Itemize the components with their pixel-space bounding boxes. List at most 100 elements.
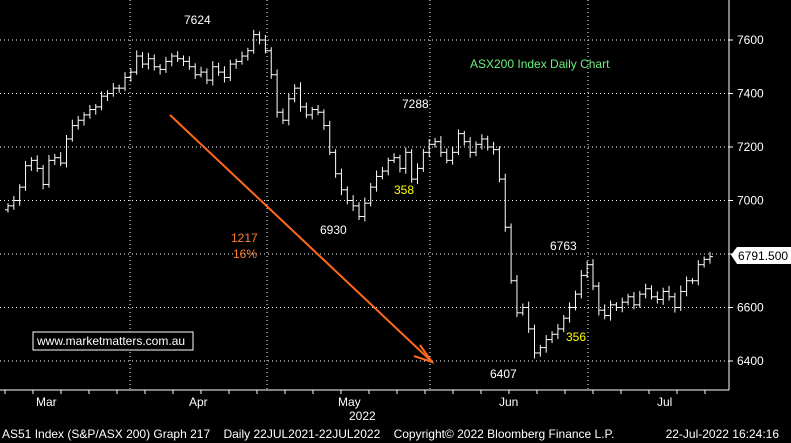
price-bar <box>5 203 11 213</box>
price-bar <box>174 51 181 62</box>
price-bar <box>467 137 474 158</box>
price-bar <box>502 173 509 232</box>
price-bar <box>455 129 462 156</box>
price-bars <box>5 29 713 359</box>
price-bar <box>601 304 608 320</box>
price-bar <box>630 291 637 310</box>
footer-security: AS51 Index (S&P/ASX 200) Graph 217 <box>2 427 211 441</box>
price-bar <box>291 84 298 103</box>
annotation-1217: 1217 <box>231 231 258 245</box>
price-bar <box>157 64 164 75</box>
price-bar <box>478 134 485 150</box>
price-bar <box>443 148 450 164</box>
price-bar <box>203 68 210 85</box>
price-bar <box>613 302 620 311</box>
price-bar <box>426 138 433 158</box>
price-bar <box>92 103 99 115</box>
price-bar <box>151 54 158 71</box>
watermark: www.marketmatters.com.au <box>32 331 194 351</box>
price-bar <box>297 82 304 112</box>
price-bar <box>554 324 561 340</box>
price-bar <box>315 105 322 116</box>
price-bar <box>590 259 596 291</box>
price-bar <box>402 147 409 174</box>
price-bar <box>543 335 550 353</box>
footer-copyright: Copyright© 2022 Bloomberg Finance L.P. <box>393 427 615 441</box>
price-bar <box>683 276 690 297</box>
price-bar <box>133 50 140 75</box>
price-bar <box>198 66 205 78</box>
price-bar <box>285 93 292 126</box>
x-axis-year-label: 2022 <box>349 409 376 423</box>
chart-title: ASX200 Index Daily Chart <box>470 57 610 71</box>
price-bar <box>268 47 275 79</box>
last-price-value: 6791.500 <box>738 249 788 263</box>
price-bar <box>110 83 117 97</box>
price-bar <box>127 68 134 82</box>
price-bar <box>414 163 421 185</box>
x-tick-label: Jun <box>499 395 518 409</box>
price-bar <box>537 344 544 357</box>
price-bar <box>86 105 93 119</box>
price-bar <box>233 58 240 69</box>
y-tick-label: 7400 <box>737 87 764 101</box>
bloomberg-footer: AS51 Index (S&P/ASX 200) Graph 217 Daily… <box>0 425 791 443</box>
price-bar <box>525 301 532 333</box>
price-bar <box>707 251 713 264</box>
price-bar <box>560 314 567 333</box>
price-bar <box>320 109 327 130</box>
price-bar <box>473 141 479 157</box>
annotation-356: 356 <box>566 330 586 344</box>
price-bar <box>432 137 439 148</box>
price-bar <box>584 260 591 279</box>
price-bar <box>239 51 245 65</box>
price-bar <box>396 154 403 173</box>
price-bar <box>262 34 269 54</box>
price-bar <box>578 270 585 299</box>
price-bar <box>595 282 602 316</box>
annotation-high-7624: 7624 <box>184 13 211 27</box>
axis-ticks: 6400660068007000720074007600MarAprMayJun… <box>4 33 764 409</box>
price-bar <box>145 52 152 70</box>
price-bar <box>689 278 696 284</box>
price-bar <box>116 84 123 93</box>
price-bar <box>162 56 169 73</box>
price-bar <box>437 136 444 157</box>
trend-arrow <box>169 114 435 364</box>
price-bar <box>192 63 199 80</box>
price-bar <box>326 120 333 156</box>
price-bar <box>648 285 655 300</box>
price-bar <box>677 285 684 311</box>
price-bar <box>350 195 357 211</box>
x-tick-label: Apr <box>189 395 208 409</box>
annotation-low-6407: 6407 <box>490 367 517 381</box>
price-bar <box>215 62 222 76</box>
price-bar <box>619 297 626 313</box>
y-tick-label: 7200 <box>737 140 764 154</box>
price-bar <box>572 290 579 311</box>
price-bar <box>379 166 386 180</box>
price-bar <box>57 152 64 166</box>
annotation-7288: 7288 <box>402 97 429 111</box>
price-bar <box>81 112 88 126</box>
last-price-tag: 6791.500 <box>731 247 791 264</box>
price-bar <box>338 168 345 196</box>
price-bar <box>496 146 503 183</box>
price-bar <box>244 47 251 61</box>
price-bar <box>531 324 538 359</box>
price-bar <box>607 300 614 321</box>
y-tick-label: 7000 <box>737 194 764 208</box>
price-bar <box>250 29 257 54</box>
annotation-6763: 6763 <box>550 239 577 253</box>
price-bar <box>391 153 398 164</box>
price-bar <box>69 119 76 142</box>
price-bar <box>28 157 35 171</box>
price-bar <box>332 149 339 178</box>
price-bar <box>636 290 643 308</box>
price-bar <box>309 106 316 120</box>
price-bar <box>513 275 520 318</box>
footer-range: Daily 22JUL2021-22JUL2022 <box>223 427 381 441</box>
price-bar <box>660 287 667 305</box>
price-bar <box>566 302 573 323</box>
price-bar <box>671 292 678 313</box>
